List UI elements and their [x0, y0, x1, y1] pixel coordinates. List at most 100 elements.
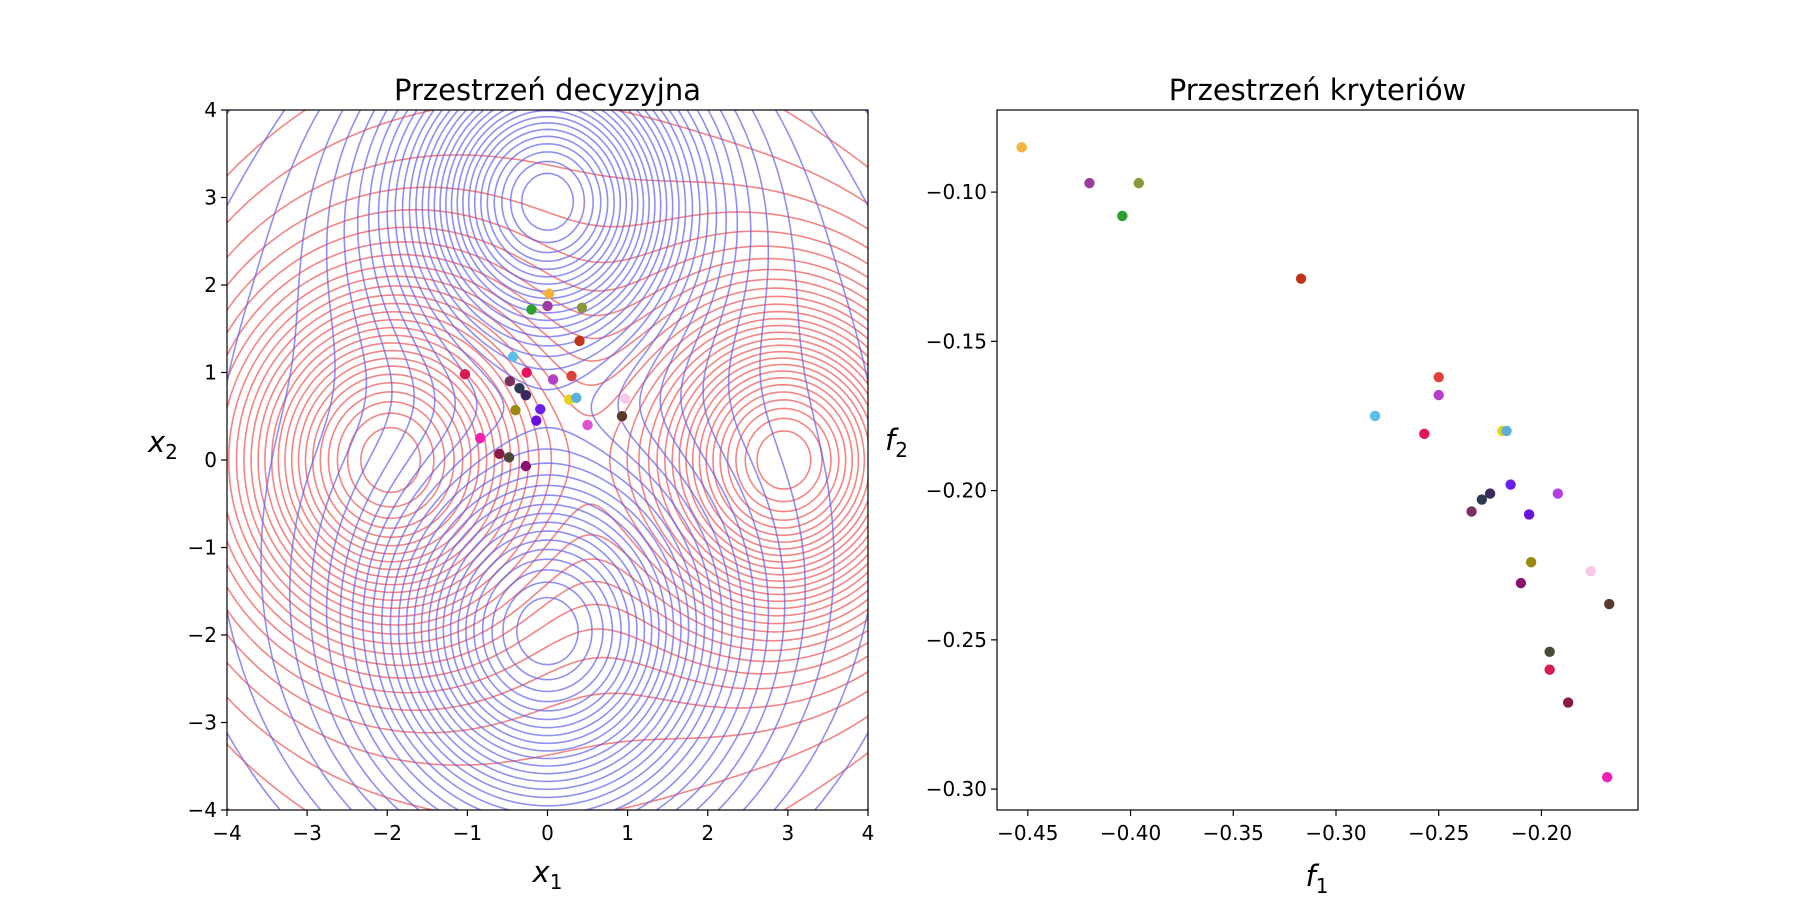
contour-line: [227, 110, 868, 810]
y-tick-label: −4: [188, 798, 217, 822]
x-tick-label: 0: [541, 821, 554, 845]
x-tick-label: −0.45: [997, 821, 1058, 845]
contour-line: [227, 110, 868, 810]
contour-line: [227, 186, 868, 734]
contour-line: [381, 110, 714, 807]
y-tick-label: 3: [204, 186, 217, 210]
criteria-y-axis-label: f2: [885, 423, 908, 462]
criteria-space-panel: Przestrzeń kryteriów −0.45 −0.40 −0.35 −0.3…: [885, 73, 1639, 898]
contour-line: [405, 110, 690, 783]
data-point: [507, 351, 519, 362]
x-tick-label: −1: [453, 821, 482, 845]
data-point: [1084, 177, 1095, 189]
y-tick-label: 0: [204, 448, 217, 472]
criteria-x-axis-label: f1: [1306, 859, 1329, 898]
contour-line: [277, 334, 868, 586]
data-point: [510, 404, 521, 416]
contour-line: [227, 253, 868, 667]
data-point: [459, 369, 471, 380]
contour-line: [227, 208, 868, 712]
data-point: [582, 419, 593, 431]
decision-y-axis-label: x2: [147, 425, 178, 464]
contour-line: [290, 349, 868, 571]
data-point: [535, 404, 546, 415]
contour-line: [480, 128, 615, 703]
data-point: [1433, 371, 1444, 383]
data-point: [1133, 177, 1144, 189]
contour-line: [325, 110, 770, 810]
y-tick-label: 2: [204, 273, 217, 297]
decision-space-panel: Przestrzeń decyzyjna −4 −3 −2 −1 0 1 2 3 4 −4−3−…: [147, 73, 874, 894]
data-point: [1476, 494, 1488, 505]
data-point: [520, 390, 532, 401]
contour-line: [227, 110, 868, 810]
data-point: [1515, 577, 1527, 589]
contour-line: [284, 342, 868, 578]
criteria-space-frame: [996, 109, 1639, 811]
criteria-space-title: Przestrzeń kryteriów: [1169, 73, 1467, 107]
contour-line: [260, 110, 835, 810]
x-tick-label: −0.20: [1511, 821, 1572, 845]
data-point: [1523, 509, 1535, 520]
y-tick-label: −2: [188, 623, 217, 647]
data-point: [571, 392, 582, 404]
data-point: [521, 367, 532, 378]
contour-line: [520, 172, 575, 231]
contour-line: [227, 265, 868, 655]
contour-line: [227, 110, 868, 115]
contour-line: [397, 110, 698, 791]
contour-line: [389, 110, 706, 799]
data-point: [1544, 664, 1555, 675]
x-tick-label: 3: [782, 821, 795, 845]
data-point: [1016, 142, 1027, 153]
x-tick-label: −0.40: [1100, 821, 1161, 845]
y-tick-label: −0.30: [926, 777, 987, 801]
data-point: [1505, 479, 1516, 490]
contour-line: [473, 122, 622, 712]
data-point: [494, 448, 505, 460]
criteria-points: [1016, 142, 1615, 783]
y-tick-label: 1: [204, 361, 217, 385]
contour-line: [457, 110, 638, 729]
contour-line: [413, 110, 682, 775]
decision-points: [459, 288, 631, 472]
data-point: [1433, 389, 1444, 401]
x-tick-label: −3: [292, 821, 321, 845]
y-tick-label: −1: [188, 536, 217, 560]
y-tick-label: −0.10: [926, 180, 987, 204]
contour-line: [486, 135, 609, 693]
data-point: [574, 335, 585, 347]
x-tick-label: −4: [212, 821, 241, 845]
data-point: [1604, 598, 1615, 610]
data-point: [1484, 488, 1496, 499]
contour-line: [351, 110, 744, 810]
contour-line: [501, 151, 594, 666]
data-point: [1601, 771, 1613, 783]
data-point: [543, 288, 555, 299]
data-point: [1501, 425, 1512, 437]
y-tick-label: −0.20: [926, 479, 987, 503]
x-tick-label: −2: [373, 821, 402, 845]
contour-line: [289, 110, 806, 810]
data-point: [520, 460, 532, 472]
data-point: [566, 370, 577, 382]
y-tick-label: −0.15: [926, 329, 987, 353]
contour-line: [250, 302, 868, 618]
contour-line: [227, 110, 868, 810]
contour-line: [327, 383, 853, 537]
data-point: [1466, 506, 1477, 517]
decision-space-frame: [226, 109, 869, 811]
data-point: [1552, 488, 1564, 499]
data-point: [620, 393, 631, 404]
data-point: [526, 304, 537, 315]
contour-line: [304, 363, 868, 557]
data-point: [1544, 646, 1555, 657]
y-tick-label: −3: [188, 711, 217, 735]
data-point: [1525, 557, 1537, 568]
decision-y-ticks: −4 −3 −2 −1 0 1 2 3 4: [188, 98, 227, 822]
data-point: [504, 376, 516, 387]
data-point: [1585, 565, 1596, 577]
contour-line: [756, 430, 812, 490]
contour-line: [360, 407, 832, 513]
